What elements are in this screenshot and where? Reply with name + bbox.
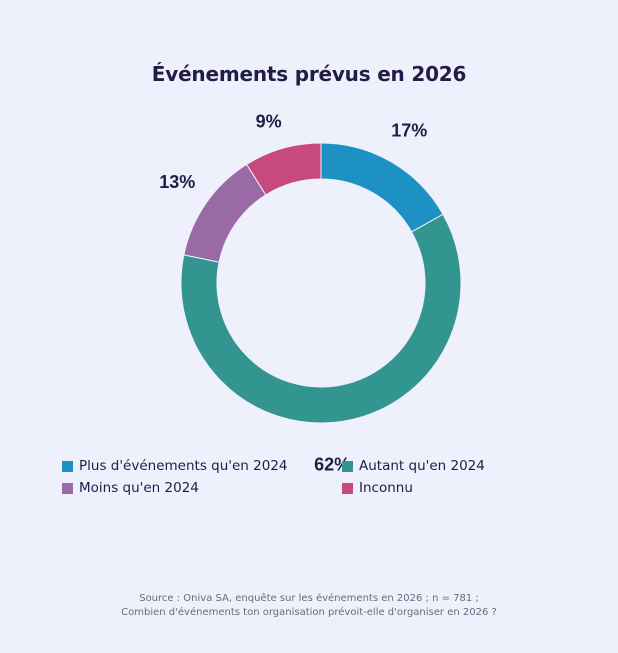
data-label-autant: 62% (314, 455, 350, 475)
donut-slice-moins[interactable] (183, 163, 267, 263)
source-line-2: Combien d'événements ton organisation pr… (121, 607, 497, 618)
legend-swatch-autant (342, 460, 353, 472)
donut-slice-inconnu[interactable] (245, 142, 322, 196)
legend-swatch-moins (62, 482, 73, 494)
legend-item-autant[interactable]: Autant qu'en 2024 (342, 458, 562, 474)
data-label-moins: 13% (159, 172, 195, 192)
legend-label-inconnu: Inconnu (359, 480, 413, 496)
source-line-1: Source : Oniva SA, enquête sur les événe… (139, 593, 479, 604)
legend-swatch-inconnu (342, 482, 353, 494)
donut-slice-autant[interactable] (180, 213, 462, 424)
legend-label-plus: Plus d'événements qu'en 2024 (79, 458, 288, 474)
donut-slice-plus[interactable] (320, 142, 444, 233)
legend-label-moins: Moins qu'en 2024 (79, 480, 199, 496)
source-note: Source : Oniva SA, enquête sur les événe… (0, 592, 618, 620)
legend-label-autant: Autant qu'en 2024 (359, 458, 485, 474)
chart-title: Événements prévus en 2026 (151, 62, 467, 86)
legend: Plus d'événements qu'en 2024 Autant qu'e… (62, 458, 562, 496)
legend-swatch-plus (62, 460, 73, 472)
legend-item-moins[interactable]: Moins qu'en 2024 (62, 480, 342, 496)
legend-item-inconnu[interactable]: Inconnu (342, 480, 562, 496)
data-label-plus: 17% (391, 121, 427, 141)
legend-item-plus[interactable]: Plus d'événements qu'en 2024 (62, 458, 342, 474)
data-label-inconnu: 9% (256, 112, 282, 132)
